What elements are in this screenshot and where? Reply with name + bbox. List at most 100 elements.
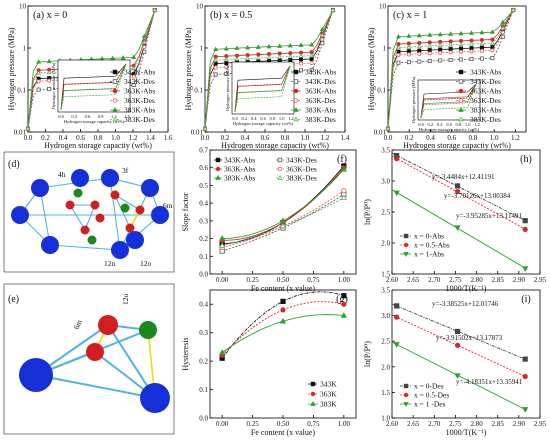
- pct-inset-x-tick-b: 0.8: [270, 116, 276, 121]
- pct-point-c: [510, 7, 516, 12]
- pct-point-a: [36, 59, 42, 64]
- pct-point-b: [213, 72, 218, 77]
- pct-x-tick-label-c: 0.4: [426, 134, 435, 142]
- pct-point-c: [469, 49, 474, 54]
- pct-legend-label-a: 363K-Des: [124, 96, 155, 105]
- x-tick-label-f: 0.00: [216, 276, 229, 284]
- y-tick-label-h: 3.5: [381, 147, 390, 155]
- pct-point-c: [469, 41, 474, 46]
- pct-legend-label-a: 383K-Des: [124, 115, 155, 124]
- pct-inset-x-tick-b: 0.0: [232, 116, 238, 121]
- data-point-h: [454, 188, 461, 195]
- pct-y-tick-label-a: 0.1: [17, 87, 26, 95]
- x-tick-label-i: 2.70: [428, 420, 441, 428]
- fit-equation-h: y=-3.70126x+13.00384: [444, 192, 511, 200]
- pct-y-tick-label-b: 0.1: [194, 87, 203, 95]
- y-tick-label-f: 0.5: [199, 182, 208, 190]
- x-tick-label-g: 1.00: [338, 420, 351, 428]
- pct-point-c: [427, 48, 432, 53]
- pct-inset-x-tick-c: 0.8: [456, 122, 462, 127]
- pct-legend-label-c: 383K-Abs: [470, 106, 501, 115]
- pct-point-a: [47, 87, 52, 92]
- y-tick-label-f: 0.4: [199, 200, 208, 208]
- pct-y-axis-label-b: Hydrogen pressure (MPa): [184, 27, 193, 110]
- y-tick-label-f: 0.1: [199, 253, 208, 261]
- pct-legend-label-b: 363K-Abs: [305, 87, 336, 96]
- data-point-i: [454, 373, 461, 379]
- pct-inset-curve-b: [234, 65, 291, 112]
- pct-point-c: [437, 31, 443, 37]
- atom-blue-e: [140, 383, 170, 413]
- pct-point-c: [458, 30, 464, 36]
- panel-title-h: (h): [520, 154, 532, 165]
- x-tick-label-g: 0.50: [277, 420, 290, 428]
- pct-legend-label-b: 363K-Des: [305, 96, 336, 105]
- pct-point-b: [319, 26, 325, 31]
- x-tick-label-h: 2.95: [534, 276, 547, 284]
- bond-d: [109, 177, 121, 251]
- x-tick-label-h: 2.80: [470, 276, 483, 284]
- pct-point-c: [500, 19, 506, 24]
- atom-red-d: [80, 225, 90, 235]
- pct-point-a: [47, 78, 52, 83]
- legend-marker-i: [403, 383, 409, 389]
- pct-x-tick-label-b: 1.4: [341, 134, 350, 142]
- pct-x-tick-label-b: 1.2: [321, 134, 330, 142]
- pct-point-c: [396, 52, 401, 57]
- x-tick-label-i: 2.85: [492, 420, 505, 428]
- pct-point-c: [406, 33, 412, 38]
- atom-blue-d: [111, 241, 129, 259]
- data-point-i: [394, 303, 400, 309]
- data-point-i: [454, 342, 461, 348]
- pct-point-c: [458, 41, 464, 47]
- atom-blue-d: [151, 206, 169, 224]
- pct-point-b: [245, 55, 251, 61]
- pct-inset-curve-b: [234, 65, 291, 112]
- legend-label-f: 363K-Abs: [224, 165, 255, 174]
- x-tick-label-h: 2.75: [449, 276, 462, 284]
- pct-point-c: [438, 47, 443, 52]
- pct-legend-marker-c: [458, 98, 464, 103]
- pct-point-b: [309, 56, 314, 61]
- panel-title-c: (c) x = 1: [393, 10, 427, 21]
- pct-inset-x-tick-a: 0.9: [98, 114, 104, 119]
- data-point-f: [341, 188, 347, 194]
- pct-legend-label-c: 343K-Abs: [470, 68, 501, 77]
- atom-blue-d: [71, 169, 89, 187]
- pct-inset-curve-a: [60, 63, 127, 110]
- x-tick-label-f: 0.50: [277, 276, 290, 284]
- data-point-i: [522, 356, 528, 362]
- pct-legend-marker-c: [458, 107, 464, 112]
- panel-title-f: (f): [337, 154, 347, 165]
- pct-point-c: [396, 33, 401, 39]
- pct-inset-curve-c: [420, 83, 477, 118]
- series-line-h-1: [391, 155, 528, 231]
- legend-marker-h: [403, 233, 409, 239]
- series-line-h-0: [391, 152, 528, 223]
- x-tick-label-i: 2.60: [386, 420, 399, 428]
- pct-point-c: [416, 32, 422, 38]
- pct-x-axis-label-b: Hydrogen storage capactiy (wt%): [221, 141, 329, 150]
- pct-point-c: [396, 60, 401, 65]
- pct-x-tick-label-a: 1.2: [129, 134, 138, 142]
- x-tick-label-h: 2.90: [513, 276, 526, 284]
- pct-x-axis-label-a: Hydrogen storage capactiy (wt%): [44, 141, 152, 150]
- pct-point-c: [479, 40, 485, 46]
- pct-legend-marker-c: [458, 116, 464, 122]
- data-point-g: [341, 293, 347, 299]
- x-tick-label-i: 2.65: [407, 420, 420, 428]
- x-axis-label-h: 1000/T(K⁻¹): [446, 284, 487, 293]
- data-point-g: [341, 301, 347, 307]
- pct-point-c: [396, 49, 401, 54]
- pct-point-b: [277, 58, 282, 63]
- pct-x-tick-label-b: 1.0: [301, 134, 310, 142]
- legend-label-f: 383K-Des: [286, 174, 317, 183]
- pct-point-b: [266, 43, 272, 49]
- pct-point-c: [416, 43, 422, 49]
- site-label-3f: 3f: [122, 166, 129, 175]
- y-tick-label-g: 0.4: [199, 301, 208, 309]
- pct-legend-marker-b: [293, 107, 299, 112]
- pct-point-c: [500, 25, 506, 31]
- x-tick-label-h: 2.60: [386, 276, 399, 284]
- pct-legend-marker-a: [112, 116, 118, 122]
